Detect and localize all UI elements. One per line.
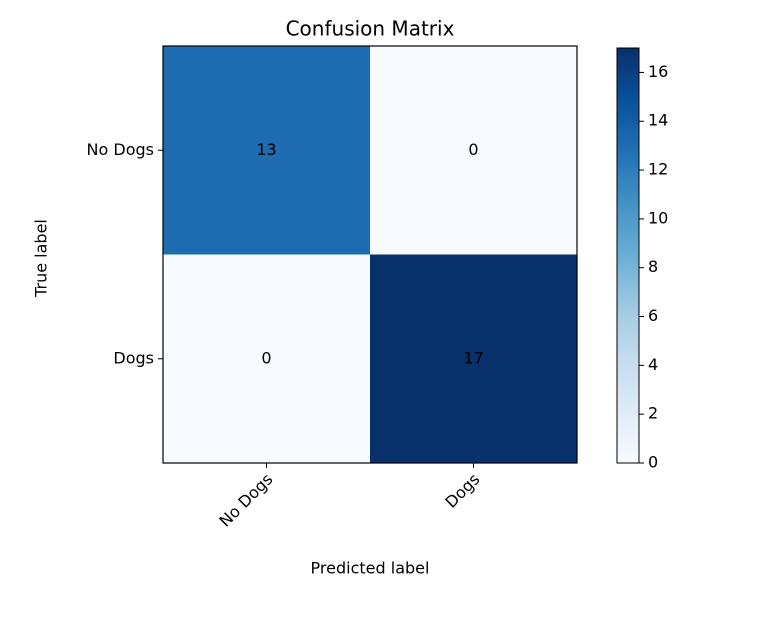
cell-value-label: 17 [463,348,483,367]
heatmap-cell [163,46,370,255]
y-tick-label: Dogs [113,348,154,367]
y-tick-label: No Dogs [87,140,154,159]
heatmap-cell [163,254,370,463]
cell-value-label: 0 [261,348,271,367]
colorbar-tick-label: 2 [648,404,658,423]
colorbar-tick-label: 14 [648,111,668,130]
colorbar-tick-label: 12 [648,160,668,179]
heatmap-cell [370,46,577,255]
colorbar-tick-label: 4 [648,355,658,374]
colorbar-tick-label: 6 [648,306,658,325]
colorbar-tick-label: 0 [648,453,658,472]
heatmap-cell [370,254,577,463]
colorbar-tick-label: 10 [648,208,668,227]
plot-frame [162,45,578,464]
y-axis-label: True label [32,219,51,298]
x-tick-label: No Dogs [215,470,276,531]
colorbar-tick-label: 8 [648,257,658,276]
cell-value-label: 0 [468,140,478,159]
colorbar-tick-label: 16 [648,62,668,81]
x-tick-label: Dogs [441,470,483,512]
chart-title: Confusion Matrix [286,17,455,41]
x-axis-label: Predicted label [311,559,430,578]
cell-value-label: 13 [256,140,276,159]
colorbar [616,47,640,464]
